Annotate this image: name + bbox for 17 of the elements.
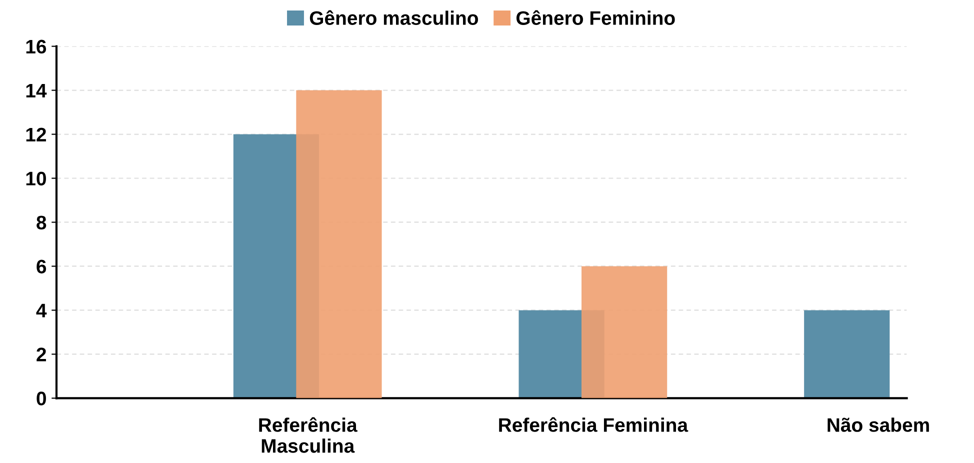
y-tick-label: 12: [26, 128, 46, 142]
y-tick-label: 2: [36, 348, 46, 362]
bar: [582, 266, 668, 398]
y-tick-label: 10: [26, 172, 46, 186]
y-tick-label: 0: [36, 392, 46, 406]
y-tick-label: 4: [36, 304, 47, 318]
x-tick-label: Não sabem: [828, 418, 929, 432]
y-tick-label: 16: [26, 40, 46, 54]
x-tick-label: Referência Feminina: [499, 417, 688, 432]
y-tick-label: 8: [36, 216, 46, 230]
legend-label: Gênero Feminino: [516, 10, 675, 25]
y-tick-label: 6: [36, 260, 46, 274]
legend-label: Gênero masculino: [310, 10, 478, 25]
y-tick-label: 14: [26, 84, 47, 98]
bar: [804, 310, 890, 398]
x-tick-label: Referência Masculina: [259, 417, 358, 453]
bar: [296, 90, 382, 398]
